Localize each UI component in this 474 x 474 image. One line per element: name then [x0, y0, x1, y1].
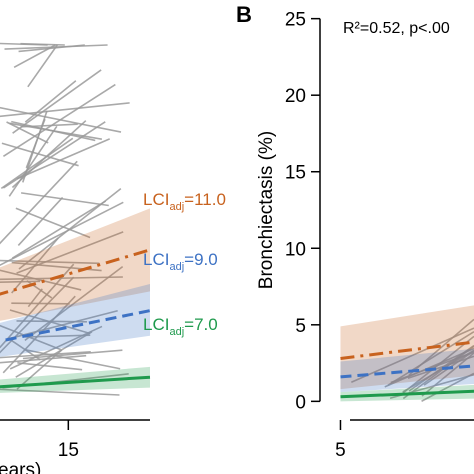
confidence-band-lci9: [0, 283, 150, 357]
subject-trajectory: [20, 192, 109, 207]
y-axis-label: Bronchiectasis (%): [256, 131, 277, 289]
subject-trajectory: [0, 160, 78, 245]
model-line-lci9: [0, 309, 151, 343]
subject-trajectory: [11, 237, 59, 294]
subject-trajectory: [0, 388, 120, 396]
series-label-lci7: LCIadj=7.0: [143, 315, 218, 338]
panel-label: B: [236, 2, 252, 27]
model-line-lci9: [340, 364, 474, 379]
subject-trajectory: [16, 138, 111, 180]
fit-annotation: R²=0.52, p<.00: [343, 20, 450, 37]
subject-trajectory: [0, 280, 41, 284]
individual-subject-lines: [351, 318, 474, 402]
subject-trajectory: [16, 320, 87, 323]
subject-trajectory: [0, 42, 48, 46]
individual-subject-lines: [0, 42, 130, 396]
series-label-lci11: LCIadj=11.0: [143, 190, 226, 213]
y-tick-label: 15: [285, 163, 306, 184]
subject-trajectory: [8, 125, 58, 197]
x-tick-label: 5: [335, 440, 346, 461]
confidence-band-lci11: [340, 305, 474, 390]
confidence-band-lci7: [0, 366, 150, 393]
model-line-lci7: [0, 375, 151, 389]
subject-trajectory: [0, 137, 74, 190]
subject-trajectory: [6, 121, 49, 144]
subject-trajectory: [11, 200, 107, 259]
subject-trajectory: [12, 69, 102, 134]
subject-trajectory: [0, 259, 100, 265]
subject-trajectory: [24, 265, 124, 341]
subject-trajectory: [17, 362, 83, 371]
subject-trajectory: [25, 334, 91, 338]
subject-trajectory: [408, 344, 474, 392]
subject-trajectory: [0, 269, 82, 291]
subject-trajectory: [402, 345, 474, 400]
subject-trajectory: [407, 355, 474, 379]
y-tick-label: 20: [285, 86, 306, 107]
confidence-band-lci11: [0, 208, 150, 321]
subject-trajectory: [421, 372, 474, 402]
subject-trajectory: [11, 302, 70, 305]
subject-trajectory: [9, 338, 41, 361]
subject-trajectory: [25, 349, 121, 370]
panel-b: B 0 5 10 15 20 25 Bronchiectasis (%) R²=0.52, p<…: [236, 2, 474, 461]
x-axis-label: ears): [0, 460, 41, 474]
subject-trajectory: [22, 349, 123, 360]
subject-trajectory: [0, 201, 124, 267]
model-line-lci11: [0, 248, 151, 296]
y-tick-label: 25: [285, 10, 306, 31]
subject-trajectory: [13, 44, 56, 69]
subject-trajectory: [387, 331, 474, 386]
subject-trajectory: [384, 347, 474, 388]
confidence-band-lci9: [340, 348, 474, 393]
model-line-lci11: [340, 340, 474, 360]
panel-a: LCIadj=11.0 LCIadj=9.0 LCIadj=7.0 15 ears): [0, 42, 226, 474]
subject-trajectory: [27, 44, 58, 88]
subject-trajectory: [0, 106, 122, 133]
model-line-lci7: [340, 389, 474, 399]
subject-trajectory: [27, 288, 43, 308]
y-tick-label: 10: [285, 239, 306, 260]
subject-trajectory: [24, 80, 77, 123]
y-tick-label: 5: [295, 316, 306, 337]
subject-trajectory: [401, 335, 474, 395]
x-tick-label: 15: [58, 440, 79, 461]
subject-trajectory: [0, 354, 87, 364]
subject-trajectory: [20, 123, 78, 128]
subject-trajectory: [17, 196, 64, 246]
subject-trajectory: [421, 352, 474, 397]
series-label-lci9: LCIadj=9.0: [143, 250, 218, 273]
subject-trajectory: [0, 263, 75, 349]
subject-trajectory: [0, 102, 130, 118]
subject-trajectory: [16, 349, 63, 390]
y-tick-label: 0: [295, 392, 306, 413]
subject-trajectory: [1, 142, 79, 167]
subject-trajectory: [0, 351, 91, 359]
